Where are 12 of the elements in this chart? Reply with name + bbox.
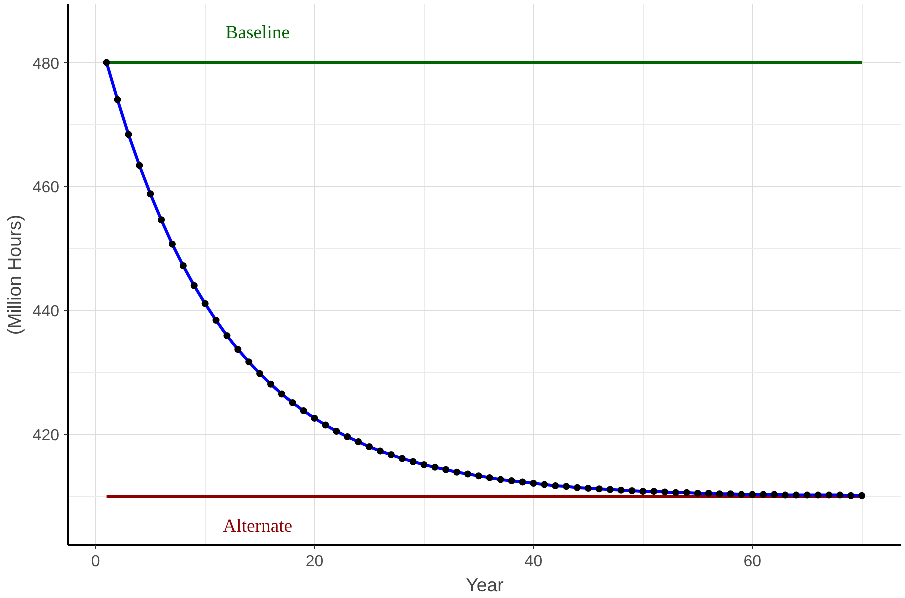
y-axis-title: (Million Hours): [4, 214, 25, 336]
y-tick-label: 420: [32, 428, 60, 445]
x-tick-label: 60: [744, 554, 762, 570]
x-tick-label: 20: [306, 554, 324, 570]
y-tick-label: 460: [32, 180, 60, 197]
x-tick-label: 0: [91, 554, 100, 570]
x-axis-title: Year: [466, 574, 504, 596]
series-label: Baseline: [226, 22, 290, 44]
y-tick-label: 480: [32, 56, 60, 73]
x-tick-label: 40: [524, 554, 543, 570]
y-tick-label: 440: [32, 304, 60, 321]
series-label: Alternate: [223, 516, 293, 537]
